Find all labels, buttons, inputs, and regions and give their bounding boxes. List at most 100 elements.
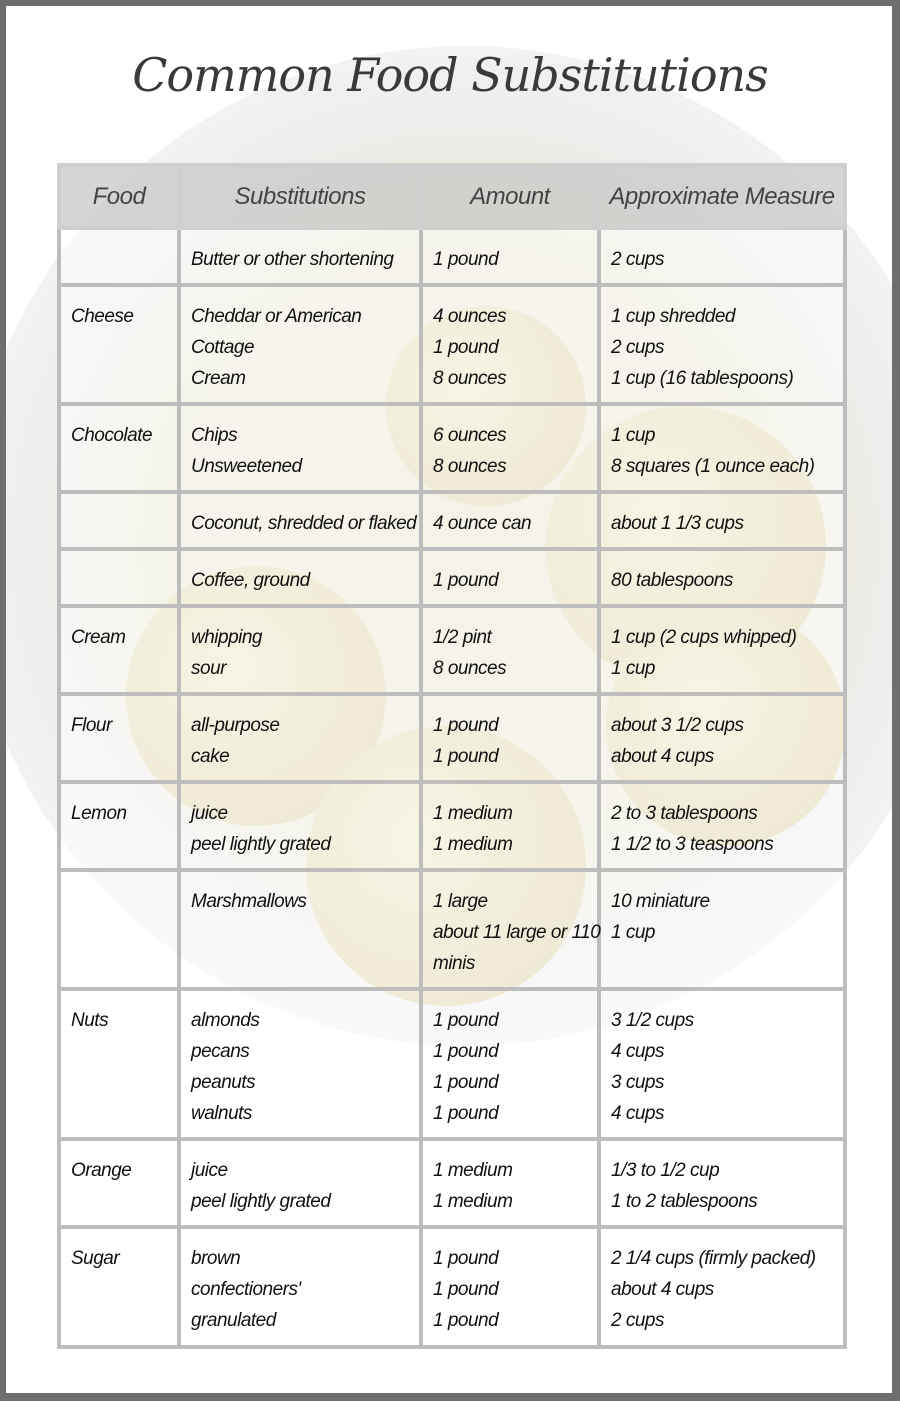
amount-line: 1 pound xyxy=(433,1010,499,1031)
measure-cell: 3 1/2 cups 4 cups 3 cups 4 cups xyxy=(597,987,847,1141)
amount-line: 1 pound xyxy=(433,1279,499,1300)
food-cell xyxy=(57,547,181,608)
measure-line: 2 to 3 tablespoons xyxy=(611,803,758,824)
subs-cell: Cheddar or American Cottage Cream xyxy=(177,283,423,406)
subs-line: pecans xyxy=(191,1041,250,1062)
food-name: Nuts xyxy=(71,1010,109,1031)
measure-line: 4 cups xyxy=(611,1103,664,1124)
measure-cell: 1/3 to 1/2 cup 1 to 2 tablespoons xyxy=(597,1137,847,1229)
subs-line: cake xyxy=(191,746,230,767)
subs-line: Chips xyxy=(191,425,238,446)
amount-line: 1 pound xyxy=(433,337,499,358)
amount-cell: 6 ounces 8 ounces xyxy=(419,402,601,494)
measure-line: 4 cups xyxy=(611,1041,664,1062)
table-row: Flour all-purpose cake 1 pound 1 pound about … xyxy=(57,692,847,784)
amount-line: 1 medium xyxy=(433,834,513,855)
measure-line: 2 cups xyxy=(611,249,664,270)
measure-cell: 2 to 3 tablespoons 1 1/2 to 3 teaspoons xyxy=(597,780,847,872)
measure-line: about 1 1/3 cups xyxy=(611,513,744,534)
measure-line: 1 cup xyxy=(611,922,655,943)
subs-line: confectioners' xyxy=(191,1279,301,1300)
measure-cell: about 3 1/2 cups about 4 cups xyxy=(597,692,847,784)
amount-line: 1 pound xyxy=(433,715,499,736)
food-name: Orange xyxy=(71,1160,132,1181)
table-row: Sugar brown confectioners' granulated 1 poun… xyxy=(57,1225,847,1349)
amount-line: 1 medium xyxy=(433,1160,513,1181)
subs-cell: Coconut, shredded or flaked xyxy=(177,490,423,551)
amount-line: 1/2 pint xyxy=(433,627,492,648)
measure-cell: about 1 1/3 cups xyxy=(597,490,847,551)
amount-cell: 4 ounces 1 pound 8 ounces xyxy=(419,283,601,406)
amount-line: 1 pound xyxy=(433,1248,499,1269)
measure-line: 1 cup (2 cups whipped) xyxy=(611,627,797,648)
food-cell: Nuts xyxy=(57,987,181,1141)
measure-cell: 1 cup shredded 2 cups 1 cup (16 tablespoon… xyxy=(597,283,847,406)
column-header: Food xyxy=(57,163,181,230)
subs-line: Cottage xyxy=(191,337,255,358)
measure-cell: 80 tablespoons xyxy=(597,547,847,608)
subs-cell: Coffee, ground xyxy=(177,547,423,608)
amount-line: 4 ounces xyxy=(433,306,507,327)
food-name: Lemon xyxy=(71,803,127,824)
food-name: Cheese xyxy=(71,306,134,327)
subs-line: Unsweetened xyxy=(191,456,302,477)
table-row: Butter or other shortening 1 pound 2 cups xyxy=(57,226,847,287)
amount-cell: 1 pound 1 pound 1 pound 1 pound xyxy=(419,987,601,1141)
amount-line: minis xyxy=(433,953,475,974)
amount-cell: 4 ounce can xyxy=(419,490,601,551)
subs-line: Cream xyxy=(191,368,246,389)
amount-line: about 11 large or 110 xyxy=(433,922,601,943)
measure-line: 3 cups xyxy=(611,1072,664,1093)
measure-line: about 4 cups xyxy=(611,746,714,767)
food-cell: Flour xyxy=(57,692,181,784)
subs-cell: juice peel lightly grated xyxy=(177,780,423,872)
subs-cell: Butter or other shortening xyxy=(177,226,423,287)
amount-line: 8 ounces xyxy=(433,658,507,679)
measure-line: 1 cup xyxy=(611,425,655,446)
measure-cell: 10 miniature 1 cup xyxy=(597,868,847,991)
amount-cell: 1/2 pint 8 ounces xyxy=(419,604,601,696)
table-row: Coconut, shredded or flaked 4 ounce can ab… xyxy=(57,490,847,551)
amount-line: 1 pound xyxy=(433,1310,499,1331)
subs-line: Cheddar or American xyxy=(191,306,362,327)
table-row: Coffee, ground 1 pound 80 tablespoons xyxy=(57,547,847,608)
food-name: Cream xyxy=(71,627,126,648)
food-name: Chocolate xyxy=(71,425,153,446)
subs-cell: all-purpose cake xyxy=(177,692,423,784)
amount-line: 1 pound xyxy=(433,570,499,591)
measure-line: 1/3 to 1/2 cup xyxy=(611,1160,720,1181)
subs-cell: Chips Unsweetened xyxy=(177,402,423,494)
amount-line: 1 pound xyxy=(433,249,499,270)
subs-line: juice xyxy=(191,803,228,824)
amount-cell: 1 large about 11 large or 110 minis xyxy=(419,868,601,991)
food-cell xyxy=(57,490,181,551)
measure-line: 8 squares (1 ounce each) xyxy=(611,456,815,477)
table-row: Lemon juice peel lightly grated 1 medium 1 m… xyxy=(57,780,847,872)
food-name: Sugar xyxy=(71,1248,120,1269)
measure-line: 1 cup shredded xyxy=(611,306,736,327)
measure-line: 1 cup (16 tablespoons) xyxy=(611,368,794,389)
measure-line: about 3 1/2 cups xyxy=(611,715,744,736)
amount-cell: 1 medium 1 medium xyxy=(419,1137,601,1229)
subs-line: Coconut, shredded or flaked xyxy=(191,513,417,534)
subs-line: almonds xyxy=(191,1010,260,1031)
subs-line: peel lightly grated xyxy=(191,834,331,855)
amount-cell: 1 pound 1 pound xyxy=(419,692,601,784)
subs-line: whipping xyxy=(191,627,263,648)
measure-line: 1 1/2 to 3 teaspoons xyxy=(611,834,774,855)
amount-line: 1 pound xyxy=(433,1072,499,1093)
measure-line: 2 1/4 cups (firmly packed) xyxy=(611,1248,816,1269)
measure-line: 10 miniature xyxy=(611,891,710,912)
food-cell: Orange xyxy=(57,1137,181,1229)
subs-cell: whipping sour xyxy=(177,604,423,696)
amount-line: 4 ounce can xyxy=(433,513,532,534)
amount-line: 1 pound xyxy=(433,1103,499,1124)
column-header: Approximate Measure xyxy=(597,163,847,230)
subs-line: Coffee, ground xyxy=(191,570,310,591)
amount-line: 1 medium xyxy=(433,803,513,824)
subs-cell: juice peel lightly grated xyxy=(177,1137,423,1229)
measure-cell: 2 1/4 cups (firmly packed) about 4 cups 2 … xyxy=(597,1225,847,1349)
subs-line: peanuts xyxy=(191,1072,256,1093)
amount-line: 1 medium xyxy=(433,1191,513,1212)
subs-cell: almonds pecans peanuts walnuts xyxy=(177,987,423,1141)
